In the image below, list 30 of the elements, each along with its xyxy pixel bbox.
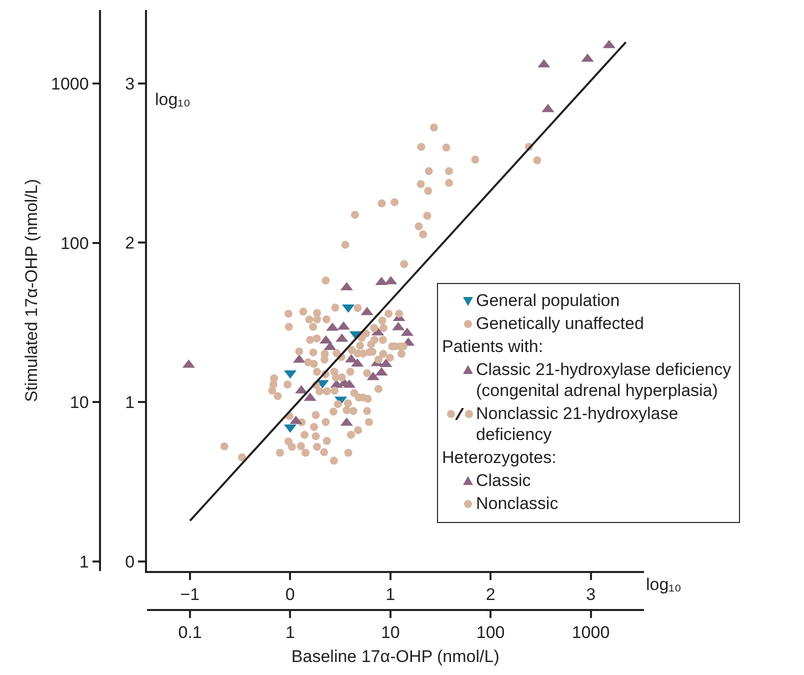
x2-tick-label: 2 [486,585,496,604]
x2-tick-label: 3 [586,585,596,604]
x-tick-label: 10 [380,623,400,642]
legend-label: Nonclassic 21-hydroxylase deficiency [476,404,678,444]
annotation: Heterozygotes: [442,447,558,468]
x-tick-label: 0.1 [178,623,202,642]
y-tick-label: 1 [79,552,89,572]
x2-axis-title: log₁₀ [646,575,682,594]
y2-tick-label: 3 [125,74,135,94]
y2-tick-label: 1 [125,393,135,412]
x-axis-title: Baseline 17α-OHP (nmol/L) [291,647,500,666]
y-tick-label: 1000 [51,74,89,94]
y2-tick-label: 2 [125,234,135,253]
y-tick-label: 100 [60,234,89,253]
x2-tick-label: 0 [285,585,295,604]
y-tick-label: 10 [70,393,89,412]
x-tick-label: 1000 [572,623,610,642]
legend-label: Nonclassic [476,494,558,513]
x-tick-label: 100 [476,623,505,642]
legend-label: Genetically unaffected [476,314,644,333]
x-tick-label: 1 [285,623,295,642]
annotation: Patients with: [442,336,544,357]
legend-label: Classic 21-hydroxylase deficiency (congenital adrenal hyperplasia) [476,360,732,400]
legend-label: General population [476,291,620,310]
x2-tick-label: −1 [180,585,200,604]
y-axis-title: Stimulated 17α-OHP (nmol/L) [22,178,42,402]
y2-axis-title: log₁₀ [155,90,190,109]
x2-tick-label: 1 [386,585,396,604]
y2-tick-label: 0 [125,552,135,572]
legend-label: Classic [476,471,531,490]
